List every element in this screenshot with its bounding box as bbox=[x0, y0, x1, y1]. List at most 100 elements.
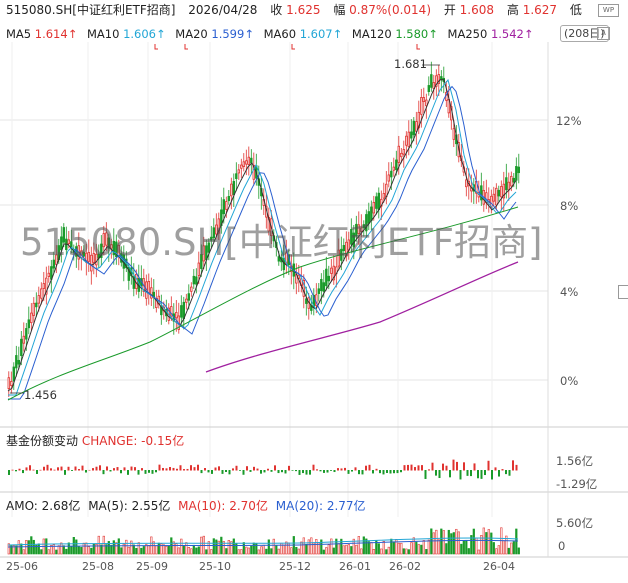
volume-bar bbox=[422, 540, 425, 555]
volume-bar bbox=[127, 546, 130, 555]
share-bar bbox=[106, 466, 108, 471]
candle-body bbox=[400, 152, 403, 158]
candle-body bbox=[175, 312, 178, 319]
share-bar bbox=[309, 470, 311, 475]
volume-bar bbox=[267, 539, 270, 555]
wp-icon[interactable]: WP bbox=[598, 4, 619, 17]
volume-bar bbox=[302, 537, 305, 555]
candle-body bbox=[115, 241, 118, 257]
volume-bar bbox=[67, 542, 70, 555]
share-bar bbox=[253, 466, 255, 471]
candle-body bbox=[232, 181, 236, 195]
volume-bar bbox=[260, 546, 263, 555]
volume-bar bbox=[445, 543, 448, 555]
volume-bar bbox=[190, 548, 193, 555]
candle-body bbox=[82, 251, 86, 257]
candle-body bbox=[110, 244, 113, 249]
candle-body bbox=[185, 298, 188, 303]
share-bar bbox=[22, 470, 24, 474]
candle-body bbox=[42, 283, 46, 289]
volume-bar bbox=[345, 544, 348, 555]
candle-body bbox=[420, 97, 423, 115]
axis-0pct: 0% bbox=[560, 374, 579, 388]
volume-bar bbox=[435, 529, 438, 555]
volume-bar bbox=[482, 527, 485, 555]
candle-body bbox=[317, 288, 321, 294]
share-bar bbox=[95, 466, 98, 471]
candle-body bbox=[180, 305, 183, 318]
share-bar bbox=[277, 470, 280, 474]
volume-bar bbox=[407, 549, 410, 555]
axis-12pct: 12% bbox=[556, 114, 582, 128]
volume-bar bbox=[490, 532, 493, 555]
volume-bar bbox=[332, 547, 335, 555]
date-tick: 26-04 bbox=[483, 560, 515, 573]
candle-body bbox=[235, 173, 238, 180]
collapse-icon[interactable]: ∧ bbox=[597, 27, 610, 40]
volume-bar bbox=[497, 545, 500, 555]
volume-bar bbox=[57, 545, 60, 555]
candle-body bbox=[355, 223, 358, 237]
volume-bar bbox=[347, 544, 350, 555]
share-bar bbox=[326, 470, 329, 473]
kline-chart[interactable] bbox=[0, 42, 628, 562]
share-bar bbox=[298, 470, 301, 475]
share-bar bbox=[71, 470, 73, 471]
candle-body bbox=[182, 301, 186, 319]
candle-body bbox=[92, 253, 96, 263]
share-bar bbox=[284, 470, 287, 474]
candle-body bbox=[55, 254, 58, 265]
share-bar bbox=[477, 470, 479, 479]
event-flag bbox=[184, 44, 188, 50]
share-bar bbox=[470, 470, 472, 477]
candle-body bbox=[390, 170, 393, 178]
candle-body bbox=[325, 268, 328, 287]
candle-body bbox=[502, 183, 506, 199]
volume-bar bbox=[97, 535, 100, 555]
share-bar bbox=[487, 460, 490, 471]
volume-bar bbox=[192, 544, 195, 555]
volume-bar bbox=[472, 528, 475, 555]
volume-bar bbox=[380, 548, 383, 555]
candle-body bbox=[32, 302, 36, 316]
symbol-title: 515080.SH[中证红利ETF招商] bbox=[6, 3, 176, 17]
share-bar bbox=[351, 470, 353, 472]
candle-body bbox=[352, 232, 356, 248]
candle-body bbox=[10, 381, 13, 386]
volume-bar bbox=[360, 548, 363, 555]
candle-body bbox=[375, 196, 378, 209]
share-bar bbox=[400, 470, 402, 473]
volume-bar bbox=[32, 539, 35, 555]
candle-body bbox=[230, 183, 233, 197]
candle-body bbox=[277, 256, 281, 262]
volume-bar bbox=[402, 548, 405, 555]
period-days-button[interactable]: (208日) bbox=[560, 25, 609, 42]
volume-bar bbox=[155, 545, 158, 555]
candle-body bbox=[227, 195, 231, 202]
volume-bar bbox=[447, 529, 450, 555]
side-panel-icon[interactable] bbox=[618, 285, 628, 299]
candle-body bbox=[332, 265, 336, 281]
volume-bar bbox=[195, 547, 198, 555]
share-bar bbox=[382, 470, 385, 475]
candle-body bbox=[330, 267, 333, 274]
share-bar bbox=[428, 469, 430, 471]
volume-bar bbox=[432, 532, 435, 555]
share-bar bbox=[242, 470, 245, 475]
amo-legend: AMO: 2.68亿 MA(5): 2.55亿 MA(10): 2.70亿 MA… bbox=[6, 499, 366, 513]
volume-bar bbox=[37, 543, 40, 555]
ma120-item: MA120 1.580↑ bbox=[351, 27, 438, 41]
volume-bar bbox=[442, 530, 445, 555]
volume-bar bbox=[440, 528, 443, 555]
share-bar bbox=[421, 465, 423, 471]
candle-body bbox=[480, 185, 483, 201]
candle-body bbox=[30, 312, 33, 324]
volume-bar bbox=[495, 548, 498, 555]
volume-bar bbox=[187, 547, 190, 555]
volume-bar bbox=[17, 540, 20, 555]
ma20-item: MA20 1.599↑ bbox=[175, 27, 254, 41]
candle-body bbox=[150, 287, 153, 299]
share-bar bbox=[32, 469, 35, 471]
low-price-label: 1.456 bbox=[24, 388, 57, 402]
candle-body bbox=[515, 166, 518, 181]
